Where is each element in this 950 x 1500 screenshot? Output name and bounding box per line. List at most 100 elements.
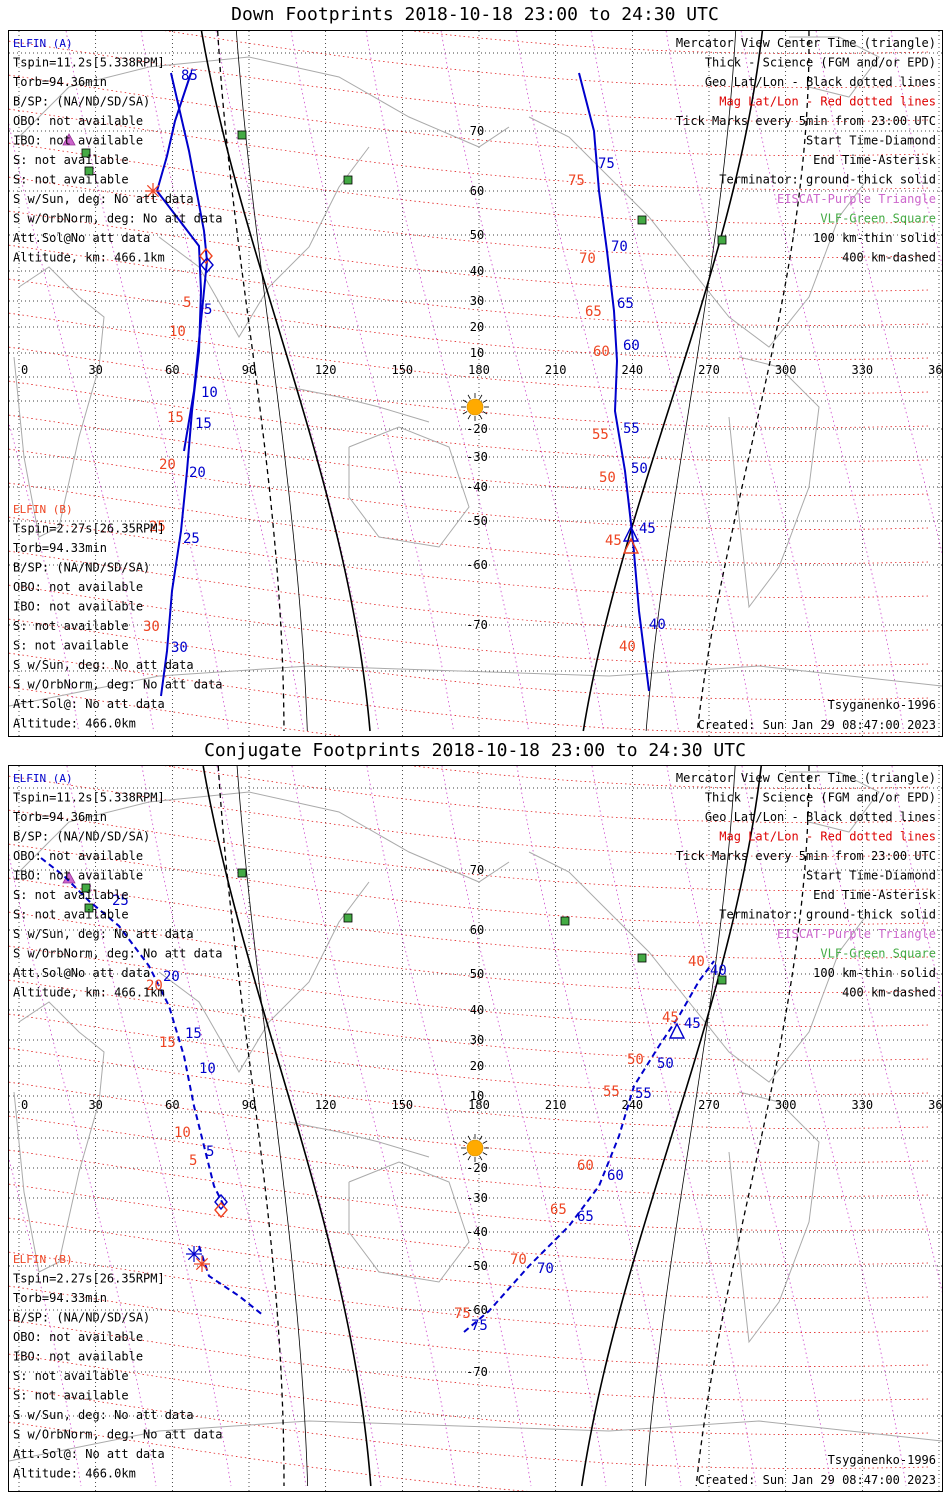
mag-latitude-line bbox=[9, 1149, 930, 1231]
elfin-a-track-left bbox=[40, 857, 225, 1207]
elfin-a-header: ELFIN (A) bbox=[13, 37, 73, 50]
mag-longitude-line bbox=[816, 766, 942, 1293]
created-timestamp: Created: Sun Jan 29 08:47:00 2023 bbox=[698, 1473, 936, 1487]
mag-latitude-line bbox=[9, 584, 930, 666]
elfin-a-tick-label: 40 bbox=[649, 617, 666, 633]
sun-ray bbox=[479, 1135, 483, 1141]
coastline bbox=[348, 1161, 470, 1283]
lat-tick-label: -70 bbox=[466, 618, 488, 632]
elfin-a-tick-label: 70 bbox=[611, 239, 628, 255]
lon-tick-label: 120 bbox=[315, 363, 337, 377]
legend-item: Tick Marks every 5min from 23:00 UTC bbox=[676, 849, 936, 863]
elfin-a-header: ELFIN (A) bbox=[13, 772, 73, 785]
center-time-triangle bbox=[622, 525, 640, 542]
lon-tick-label: 30 bbox=[88, 363, 102, 377]
mag-longitude-line bbox=[516, 766, 682, 1487]
mag-longitude-line bbox=[9, 853, 157, 1487]
elfin-b-tick-label: 5 bbox=[183, 295, 191, 311]
vlf-station-icon bbox=[560, 916, 570, 926]
elfin-a-info: Altitude, km: 466.1km bbox=[13, 251, 165, 265]
mag-latitude-line bbox=[9, 1183, 930, 1265]
sun-ray bbox=[482, 1140, 488, 1144]
lat-tick-label: 70 bbox=[470, 124, 484, 138]
lon-tick-label: 210 bbox=[545, 363, 567, 377]
lon-tick-label: 150 bbox=[391, 1098, 413, 1112]
start-time-diamond bbox=[214, 1201, 228, 1219]
elfin-a-info: Tspin=11.2s[5.338RPM] bbox=[13, 791, 165, 805]
sun-ray bbox=[462, 1152, 468, 1156]
mag-latitude-line bbox=[9, 979, 930, 1061]
mag-latitude-line bbox=[9, 482, 930, 564]
sun-ray bbox=[462, 411, 468, 415]
mag-longitude-line bbox=[891, 766, 942, 999]
mag-latitude-line bbox=[164, 766, 930, 823]
elfin-a-tick-label: 60 bbox=[623, 338, 640, 354]
mag-longitude-line bbox=[66, 766, 232, 1487]
sun-ray bbox=[467, 414, 471, 420]
elfin-b-tick-label: 40 bbox=[619, 639, 636, 655]
mag-longitude-line bbox=[666, 766, 832, 1487]
elfin-a-info: OBO: not available bbox=[13, 114, 143, 128]
elfin-b-tick-label: 15 bbox=[167, 410, 184, 426]
elfin-a-track-right bbox=[578, 72, 650, 692]
coastline bbox=[528, 116, 870, 348]
elfin-b-tick-label: 60 bbox=[577, 1158, 594, 1174]
mag-latitude-line bbox=[9, 40, 930, 122]
mag-latitude-line bbox=[9, 911, 930, 993]
sun-ray bbox=[479, 394, 483, 400]
mag-longitude-line bbox=[366, 766, 532, 1487]
mag-latitude-line bbox=[9, 108, 930, 190]
coastline bbox=[528, 851, 870, 1083]
mag-latitude-line bbox=[9, 618, 930, 700]
sun-icon bbox=[466, 1139, 484, 1157]
elfin-b-info: S w/OrbNorm, deg: No att data bbox=[13, 1428, 223, 1442]
center-time-triangle bbox=[622, 537, 640, 554]
lat-tick-label: 20 bbox=[470, 1059, 484, 1073]
vlf-station-icon bbox=[717, 235, 727, 245]
elfin-b-info: Torb=94.33min bbox=[13, 1291, 107, 1305]
terminator-100km bbox=[645, 31, 737, 732]
elfin-b-header: ELFIN (B) bbox=[13, 503, 73, 516]
lon-tick-label: 300 bbox=[775, 363, 797, 377]
lon-tick-label: 240 bbox=[621, 363, 643, 377]
mag-latitude-line bbox=[9, 652, 930, 734]
coastline bbox=[18, 791, 510, 883]
elfin-b-info: S: not available bbox=[13, 639, 129, 653]
legend-item: 100 km-thin solid bbox=[813, 966, 936, 980]
mag-latitude-line bbox=[9, 210, 930, 292]
elfin-b-tick-label: 50 bbox=[627, 1052, 644, 1068]
mag-latitude-line bbox=[9, 775, 930, 857]
elfin-b-tick-label: 60 bbox=[593, 344, 610, 360]
elfin-b-tick-label: 70 bbox=[510, 1252, 527, 1268]
coastline bbox=[728, 1091, 820, 1344]
mag-latitude-line bbox=[9, 1251, 930, 1333]
lat-tick-label: -50 bbox=[466, 1259, 488, 1273]
elfin-a-tick-label: 75 bbox=[598, 156, 615, 172]
elfin-a-info: B/SP: (NA/ND/SD/SA) bbox=[13, 830, 150, 844]
coastline bbox=[9, 1420, 942, 1462]
mag-longitude-line bbox=[216, 766, 382, 1487]
elfin-a-info: S: not available bbox=[13, 173, 129, 187]
lon-tick-label: 270 bbox=[698, 363, 720, 377]
elfin-a-info: Att.Sol@No att data bbox=[13, 231, 150, 245]
elfin-a-tick-label: 55 bbox=[623, 421, 640, 437]
elfin-a-tick-label: 5 bbox=[206, 1144, 214, 1160]
mag-latitude-line bbox=[9, 142, 930, 224]
legend-item: Start Time-Diamond bbox=[806, 134, 936, 148]
mag-longitude-line bbox=[141, 766, 307, 1487]
lat-tick-label: -40 bbox=[466, 1225, 488, 1239]
mag-latitude-line bbox=[164, 31, 930, 88]
mag-longitude-line bbox=[365, 31, 529, 732]
elfin-a-tick-label: 10 bbox=[201, 385, 218, 401]
mag-latitude-line bbox=[9, 1421, 529, 1491]
down-map-svg: 0 30 60 90 120 150 180 210 240 270 300 330 360 70 60 50… bbox=[9, 31, 942, 736]
start-time-diamond bbox=[214, 1193, 228, 1211]
elfin-b-track-left bbox=[198, 1245, 265, 1317]
end-time-asterisk bbox=[146, 184, 160, 198]
elfin-b-tick-label: 75 bbox=[454, 1306, 471, 1322]
vlf-station-icon bbox=[84, 903, 94, 913]
lon-tick-label: 120 bbox=[315, 1098, 337, 1112]
elfin-b-tick-label: 25 bbox=[149, 519, 166, 535]
terminator-ground bbox=[202, 766, 372, 1487]
elfin-a-info: S: not available bbox=[13, 153, 129, 167]
